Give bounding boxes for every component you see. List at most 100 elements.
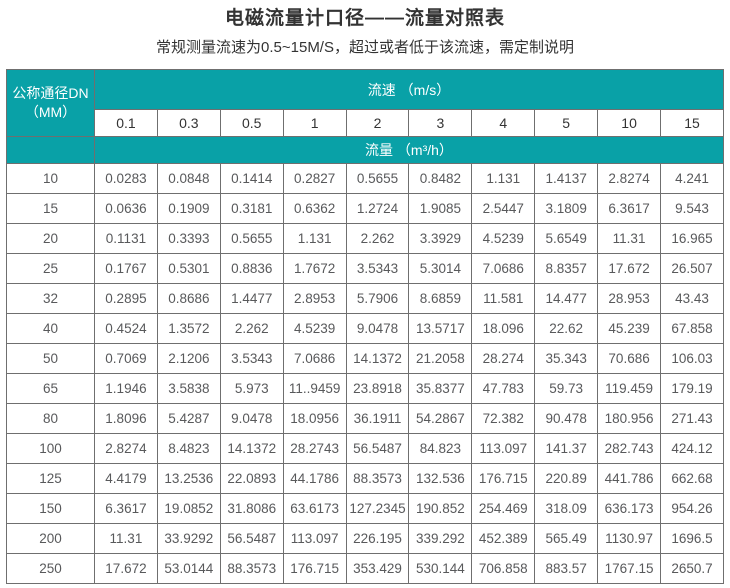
flow-value-cell: 35.8377: [408, 373, 473, 404]
flow-value-cell: 0.6362: [282, 193, 347, 224]
flow-value-cell: 18.0956: [282, 403, 347, 434]
flow-value-cell: 45.239: [597, 313, 662, 344]
flow-value-cell: 0.1909: [156, 193, 221, 224]
flow-value-cell: 6.3617: [94, 493, 158, 524]
flow-value-cell: 11.31: [94, 523, 158, 554]
table-row: 80 1.8096 5.4287 9.0478 18.0956 36.1911 54.286…: [6, 403, 724, 434]
flow-value-cell: 0.4524: [94, 313, 158, 344]
flow-value-cell: 0.0283: [94, 163, 158, 194]
flow-value-cell: 353.429: [345, 553, 410, 584]
flow-value-cell: 0.1131: [94, 223, 158, 254]
velocity-cell: 2: [345, 109, 410, 137]
flow-value-cell: 0.8686: [156, 283, 221, 314]
flow-value-cell: 53.0144: [156, 553, 221, 584]
table-row: 250 17.672 53.0144 88.3573 176.715 353.429 530…: [6, 553, 724, 584]
flow-value-cell: 2.262: [219, 313, 284, 344]
flow-value-cell: 44.1786: [282, 463, 347, 494]
velocity-cell: 0.3: [156, 109, 221, 137]
flow-value-cell: 1.4477: [219, 283, 284, 314]
dn-cell: 32: [6, 283, 95, 314]
flow-value-cell: 565.49: [534, 523, 599, 554]
flow-value-cell: 127.2345: [345, 493, 410, 524]
flow-value-cell: 452.389: [471, 523, 536, 554]
flow-value-cell: 0.1767: [94, 253, 158, 284]
flow-value-cell: 11.581: [471, 283, 536, 314]
flow-value-cell: 0.5655: [345, 163, 410, 194]
flow-value-cell: 31.8086: [219, 493, 284, 524]
flow-value-cell: 19.0852: [156, 493, 221, 524]
flow-value-cell: 8.8357: [534, 253, 599, 284]
velocity-cell: 1: [282, 109, 347, 137]
flow-value-cell: 9.0478: [345, 313, 410, 344]
flow-value-cell: 0.0636: [94, 193, 158, 224]
flow-value-cell: 13.2536: [156, 463, 221, 494]
flow-value-cell: 22.62: [534, 313, 599, 344]
dn-cell: 100: [6, 433, 95, 464]
flow-value-cell: 84.823: [408, 433, 473, 464]
flow-value-cell: 1.7672: [282, 253, 347, 284]
flow-value-cell: 424.12: [660, 433, 724, 464]
flow-value-cell: 0.2895: [94, 283, 158, 314]
dn-cell: 250: [6, 553, 95, 584]
flow-value-cell: 14.1372: [345, 343, 410, 374]
flow-value-cell: 339.292: [408, 523, 473, 554]
flow-value-cell: 530.144: [408, 553, 473, 584]
flow-value-cell: 282.743: [597, 433, 662, 464]
flow-value-cell: 3.5343: [345, 253, 410, 284]
flow-value-cell: 13.5717: [408, 313, 473, 344]
flow-value-cell: 662.68: [660, 463, 724, 494]
flow-value-cell: 28.953: [597, 283, 662, 314]
flow-value-cell: 119.459: [597, 373, 662, 404]
flow-value-cell: 5.973: [219, 373, 284, 404]
page-title: 电磁流量计口径——流量对照表: [224, 8, 505, 29]
flow-value-cell: 4.4179: [94, 463, 158, 494]
flow-value-cell: 1.131: [471, 163, 536, 194]
flow-value-cell: 43.43: [660, 283, 724, 314]
flow-value-cell: 1.1946: [94, 373, 158, 404]
flow-value-cell: 106.03: [660, 343, 724, 374]
velocity-cell: 10: [597, 109, 662, 137]
flow-value-cell: 132.536: [408, 463, 473, 494]
flow-value-cell: 1.3572: [156, 313, 221, 344]
table-row: 15 0.0636 0.1909 0.3181 0.6362 1.2724 1.9085 2.…: [6, 193, 724, 224]
flow-value-cell: 23.8918: [345, 373, 410, 404]
velocity-cell: 3: [408, 109, 473, 137]
flow-value-cell: 2.8953: [282, 283, 347, 314]
flow-value-cell: 1696.5: [660, 523, 724, 554]
flow-value-cell: 9.0478: [219, 403, 284, 434]
flow-value-cell: 3.3929: [408, 223, 473, 254]
flow-value-cell: 5.3014: [408, 253, 473, 284]
flow-value-cell: 4.5239: [282, 313, 347, 344]
flow-value-cell: 0.8836: [219, 253, 284, 284]
flow-value-cell: 113.097: [471, 433, 536, 464]
dn-cell: 50: [6, 343, 95, 374]
flow-value-cell: 16.965: [660, 223, 724, 254]
flow-value-cell: 1.131: [282, 223, 347, 254]
flow-value-cell: 47.783: [471, 373, 536, 404]
flow-value-cell: 1.8096: [94, 403, 158, 434]
flow-value-cell: 17.672: [94, 553, 158, 584]
flow-value-cell: 4.5239: [471, 223, 536, 254]
flow-value-cell: 176.715: [471, 463, 536, 494]
velocity-cell: 4: [471, 109, 536, 137]
dn-cell: 25: [6, 253, 95, 284]
flow-value-cell: 63.6173: [282, 493, 347, 524]
flow-value-cell: 0.2827: [282, 163, 347, 194]
flow-value-cell: 6.3617: [597, 193, 662, 224]
table-body: 公称通径DN （MM） 流速 （m/s） 0.1 0.3 0.5 1 2 3 4 5 10 15 …: [6, 69, 724, 584]
flow-value-cell: 2.8274: [597, 163, 662, 194]
header-row-flow: 流量 （m³/h）: [6, 136, 724, 164]
flow-value-cell: 0.5655: [219, 223, 284, 254]
flow-value-cell: 17.672: [597, 253, 662, 284]
flow-value-cell: 3.5838: [156, 373, 221, 404]
table-row: 100 2.8274 8.4823 14.1372 28.2743 56.5487 84.8…: [6, 433, 724, 464]
flow-value-cell: 179.19: [660, 373, 724, 404]
flow-value-cell: 1130.97: [597, 523, 662, 554]
flow-value-cell: 14.477: [534, 283, 599, 314]
flow-value-cell: 441.786: [597, 463, 662, 494]
flow-value-cell: 0.8482: [408, 163, 473, 194]
flow-value-cell: 35.343: [534, 343, 599, 374]
flow-comparison-table: 公称通径DN （MM） 流速 （m/s） 0.1 0.3 0.5 1 2 3 4 5 10 15 …: [6, 69, 724, 584]
flow-value-cell: 26.507: [660, 253, 724, 284]
flow-value-cell: 226.195: [345, 523, 410, 554]
